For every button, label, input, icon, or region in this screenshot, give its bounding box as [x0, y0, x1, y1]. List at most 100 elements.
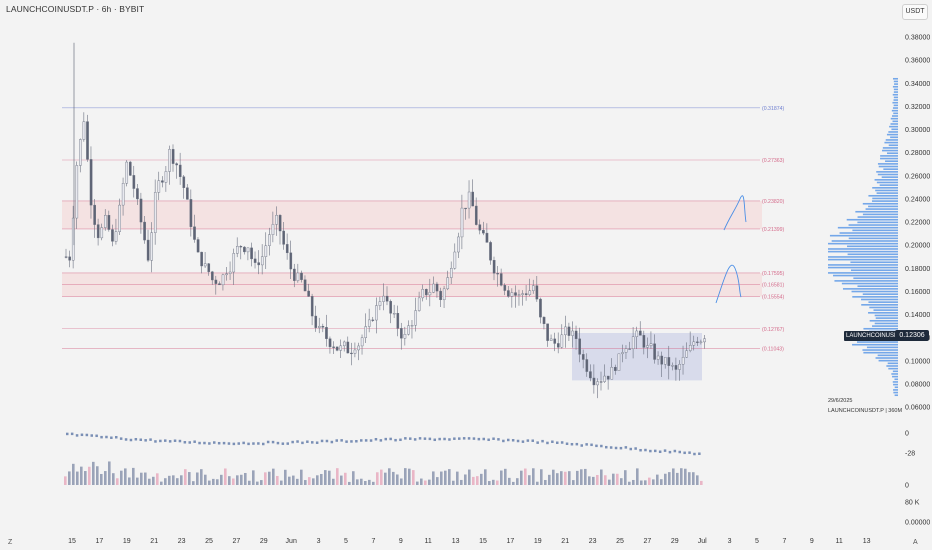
oscillator-point [531, 439, 534, 442]
profile-bar [874, 322, 898, 325]
profile-bar [891, 109, 898, 112]
candles[interactable] [64, 42, 706, 399]
candle [211, 271, 214, 281]
volume-bar [596, 474, 599, 485]
timezone-icon[interactable]: Z [8, 539, 13, 546]
oscillator-point [350, 440, 353, 443]
volume-bar [432, 471, 435, 485]
candle [253, 258, 257, 263]
source-note: LAUNCHCOINUSDT.P | 360M [828, 408, 903, 414]
candle [671, 365, 674, 367]
profile-bar [891, 373, 898, 375]
candle [467, 191, 471, 209]
price-axis[interactable]: 0.38000 0.36000 0.34000 0.32000 0.30000 0.280… [905, 35, 930, 412]
volume-bar [544, 479, 547, 485]
volume-bar [476, 476, 479, 485]
oscillator-point [193, 440, 196, 443]
candle [282, 230, 285, 245]
profile-bar [892, 85, 898, 88]
oscillator-point [296, 440, 299, 443]
volume-bar [360, 478, 363, 485]
candle [549, 338, 553, 341]
candle [111, 229, 114, 242]
profile-bar [856, 341, 898, 343]
profile-bar [887, 362, 898, 365]
volume-bar [292, 475, 295, 485]
volume-bar [228, 476, 231, 485]
profile-bar [894, 394, 898, 397]
profile-bar [872, 325, 898, 327]
currency-unit-button[interactable]: USDT [902, 4, 928, 20]
profile-bar [893, 99, 898, 101]
volume-bar [300, 469, 303, 485]
vol-tick-label: 0.00000 [905, 520, 930, 527]
time-tick-label: 3 [317, 538, 321, 545]
oscillator-point [75, 434, 79, 437]
candle [503, 285, 507, 291]
volume-bar [112, 473, 115, 485]
candle [532, 285, 535, 291]
volume-bar [136, 477, 139, 485]
time-tick-label: 27 [233, 538, 241, 545]
auto-scale-button[interactable]: A [913, 539, 918, 546]
profile-bar [865, 208, 898, 210]
volume-bar [604, 475, 607, 485]
volume-bar [188, 472, 191, 485]
oscillator-point [144, 439, 147, 442]
oscillator-point [105, 435, 108, 439]
oscillator-point [590, 443, 593, 447]
profile-bar [890, 117, 898, 120]
volume-bar [232, 478, 235, 485]
candle [343, 341, 346, 347]
oscillator-point [95, 434, 98, 438]
candle [93, 204, 96, 225]
volume-bar [452, 480, 455, 485]
candle [421, 289, 425, 299]
oscillator-point [409, 437, 412, 440]
oscillator-point [80, 433, 84, 437]
oscillator-point [178, 439, 182, 443]
candle [528, 290, 532, 295]
candle [328, 338, 332, 348]
oscillator-point [580, 444, 583, 447]
oscillator-point [698, 452, 701, 455]
candle [264, 245, 268, 257]
volume-bar [644, 480, 647, 485]
volume-bar [376, 472, 379, 485]
osc-tick-label: -28 [905, 451, 915, 458]
volume-bar [552, 469, 555, 485]
oscillator-point [159, 439, 162, 443]
candle [321, 325, 325, 328]
volume-bar [600, 469, 603, 485]
oscillator-point [364, 439, 368, 442]
profile-bar [877, 163, 898, 165]
volume-bar [472, 476, 475, 485]
volume-bar [132, 467, 135, 485]
volume-bar [244, 472, 247, 485]
time-axis[interactable]: 15 17 19 21 23 25 27 29 Jun 3 5 7 9 11 13 15 17 19 21 23 25 2… [68, 538, 870, 545]
profile-bar [828, 266, 898, 269]
candle [289, 252, 293, 270]
oscillator-point [213, 441, 216, 444]
oscillator-point [360, 439, 363, 442]
price-tick-label: 0.08000 [905, 381, 930, 388]
candle [617, 353, 621, 371]
volume-bar [524, 468, 527, 485]
volume-bar [104, 471, 107, 485]
profile-bar [842, 288, 898, 290]
volume-bar [336, 468, 339, 485]
time-tick-label: 23 [589, 538, 597, 545]
profile-bar [850, 269, 898, 272]
volume-bar [252, 470, 255, 485]
volume-bar [540, 469, 543, 485]
time-tick-label: 15 [68, 538, 76, 545]
oscillator-point [462, 437, 466, 440]
volume-bar [448, 469, 451, 485]
candle [375, 305, 378, 321]
candle [189, 199, 193, 227]
volume-bar [168, 475, 171, 485]
candle [649, 343, 653, 346]
volume-bar [368, 479, 371, 485]
candle [688, 344, 692, 351]
